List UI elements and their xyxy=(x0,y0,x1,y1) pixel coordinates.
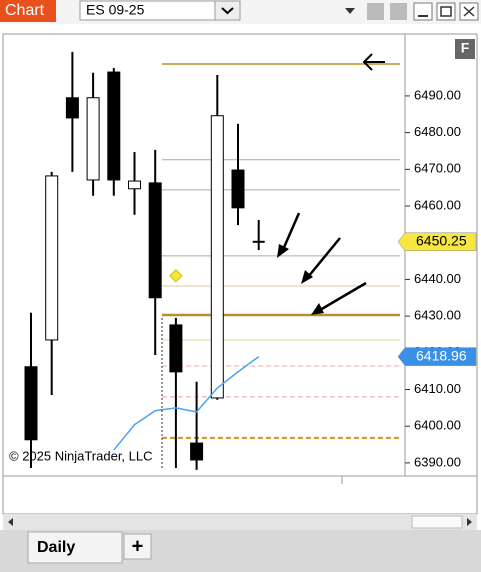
arrow-head xyxy=(311,303,324,315)
y-tick-label: 6390.00 xyxy=(414,454,461,469)
candle-body xyxy=(45,175,59,341)
candle-body xyxy=(24,366,38,441)
time-axis xyxy=(2,475,478,515)
menu-arrow[interactable] xyxy=(345,8,355,14)
scroll-right[interactable] xyxy=(467,518,472,526)
candle-body xyxy=(231,169,245,209)
candle-body xyxy=(128,180,141,190)
maximize-button[interactable] xyxy=(436,2,456,21)
y-tick-label: 6440.00 xyxy=(414,271,461,286)
tab-label: Daily xyxy=(37,539,75,556)
y-tick-label: 6470.00 xyxy=(414,161,461,176)
scrollbar[interactable] xyxy=(3,514,477,530)
price-tag-label: 6450.25 xyxy=(416,232,467,248)
chart-panel xyxy=(2,33,478,477)
y-tick-label: 6410.00 xyxy=(414,381,461,396)
price-tag-label: 6418.96 xyxy=(416,347,467,363)
y-tick-label: 6400.00 xyxy=(414,418,461,433)
price-tag xyxy=(397,232,477,252)
candle-body xyxy=(190,442,204,461)
toolbar-button[interactable] xyxy=(367,3,384,20)
arrow xyxy=(362,53,385,71)
candle-body xyxy=(86,97,100,181)
y-tick-label: 6490.00 xyxy=(414,87,461,102)
arrow xyxy=(307,237,341,278)
app-label-box xyxy=(0,0,56,22)
toolbar-button[interactable] xyxy=(390,3,407,20)
f-button: F xyxy=(461,40,470,56)
candle-body xyxy=(148,182,162,299)
arrow xyxy=(319,281,367,312)
add-tab-label: + xyxy=(132,535,144,557)
scroll-left[interactable] xyxy=(8,518,13,526)
app-label: Chart xyxy=(5,2,45,19)
candle-body xyxy=(210,115,224,399)
minimize-button[interactable] xyxy=(413,2,433,21)
dropdown-button[interactable] xyxy=(214,0,241,21)
arrow xyxy=(280,212,301,253)
maximize-icon xyxy=(440,6,452,17)
tab[interactable] xyxy=(27,531,123,564)
y-tick-label: 6460.00 xyxy=(414,197,461,212)
f-button-box[interactable] xyxy=(455,39,475,59)
watermark: © 2025 NinjaTrader, LLC xyxy=(9,448,153,463)
close-icon xyxy=(463,6,475,17)
arrow-head xyxy=(277,244,289,258)
instrument: ES 09-25 xyxy=(86,2,145,18)
y-tick-label: 6480.00 xyxy=(414,124,461,139)
arrow-head xyxy=(301,270,313,284)
diamond-marker xyxy=(169,269,183,283)
candle-body xyxy=(107,71,121,181)
price-tag xyxy=(397,347,477,366)
candle-body xyxy=(169,324,183,373)
indicator-line xyxy=(113,356,260,451)
scroll-thumb[interactable] xyxy=(411,515,463,529)
add-tab[interactable] xyxy=(123,533,152,560)
candle-body xyxy=(65,97,79,119)
y-tick-label: 6430.00 xyxy=(414,308,461,323)
chevron xyxy=(221,7,234,15)
